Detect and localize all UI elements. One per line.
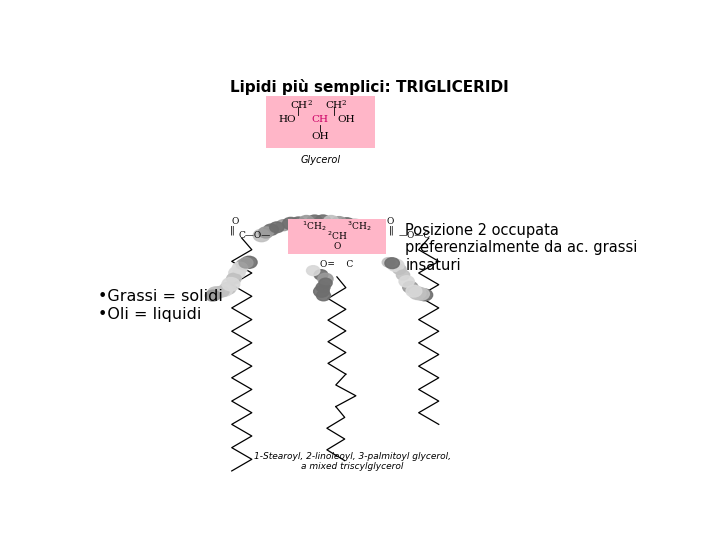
Circle shape (397, 270, 410, 280)
Circle shape (229, 267, 245, 279)
Circle shape (323, 215, 339, 227)
Circle shape (207, 287, 224, 299)
Circle shape (330, 232, 346, 243)
Circle shape (339, 218, 354, 229)
Circle shape (307, 266, 320, 275)
Bar (266, 96, 374, 148)
Text: $^3$CH$_2$: $^3$CH$_2$ (347, 219, 372, 233)
Circle shape (359, 224, 374, 235)
Circle shape (292, 217, 305, 227)
Circle shape (382, 258, 395, 267)
Circle shape (385, 258, 400, 268)
Text: O=    C: O= C (320, 260, 354, 269)
Circle shape (315, 215, 330, 227)
Circle shape (217, 285, 233, 296)
Circle shape (227, 273, 241, 284)
Text: HO: HO (279, 116, 297, 124)
Text: $^1$CH$_2$: $^1$CH$_2$ (302, 219, 327, 233)
Text: O: O (231, 217, 239, 226)
Circle shape (417, 289, 433, 301)
Circle shape (222, 278, 240, 291)
Circle shape (297, 231, 313, 244)
Text: OH: OH (338, 116, 355, 124)
Circle shape (316, 282, 330, 293)
Text: C—O—: C—O— (238, 231, 271, 240)
Circle shape (318, 273, 333, 285)
Text: 2: 2 (342, 99, 346, 107)
Circle shape (270, 222, 284, 233)
Circle shape (264, 224, 279, 235)
Text: CH: CH (312, 116, 328, 124)
Circle shape (205, 290, 220, 301)
Circle shape (236, 259, 250, 269)
Text: O: O (333, 242, 341, 251)
Circle shape (369, 230, 383, 241)
Text: ‖: ‖ (230, 225, 235, 235)
Text: CH: CH (290, 101, 307, 110)
Circle shape (387, 259, 404, 272)
Text: Glycerol: Glycerol (300, 156, 341, 165)
Circle shape (317, 291, 330, 301)
Text: 1-Stearoyl, 2-linoleoyl, 3-palmitoyl glycerol,
a mixed triscylglycerol: 1-Stearoyl, 2-linoleoyl, 3-palmitoyl gly… (253, 452, 451, 471)
Circle shape (299, 215, 314, 227)
Circle shape (253, 230, 270, 242)
Bar (288, 219, 386, 254)
Circle shape (319, 278, 332, 288)
Circle shape (314, 269, 328, 280)
Circle shape (314, 286, 329, 297)
Circle shape (399, 276, 414, 287)
Text: ‖: ‖ (389, 225, 394, 235)
Circle shape (413, 288, 429, 300)
Circle shape (283, 218, 299, 230)
Circle shape (364, 226, 380, 239)
Text: —O—C: —O—C (399, 231, 431, 240)
Circle shape (409, 287, 426, 300)
Circle shape (346, 219, 363, 232)
Circle shape (402, 281, 418, 293)
Circle shape (276, 220, 291, 231)
Circle shape (307, 215, 323, 226)
Text: •Grassi = solidi
•Oli = liquidi: •Grassi = solidi •Oli = liquidi (99, 289, 223, 322)
Circle shape (332, 217, 346, 228)
Circle shape (233, 262, 248, 274)
Circle shape (239, 258, 253, 268)
Circle shape (352, 221, 369, 234)
Circle shape (241, 256, 257, 268)
Text: $^2$CH: $^2$CH (327, 230, 347, 242)
Circle shape (258, 227, 274, 238)
Circle shape (312, 228, 330, 241)
Circle shape (220, 282, 236, 294)
Circle shape (215, 286, 229, 297)
Circle shape (406, 285, 422, 297)
Text: O: O (387, 217, 394, 226)
Text: CH: CH (325, 101, 342, 110)
Circle shape (393, 265, 406, 274)
Text: Posizione 2 occupata
preferenzialmente da ac. grassi
insaturi: Posizione 2 occupata preferenzialmente d… (405, 223, 638, 273)
Circle shape (212, 287, 226, 297)
Text: Lipidi più semplici: TRIGLICERIDI: Lipidi più semplici: TRIGLICERIDI (230, 79, 508, 96)
Text: OH: OH (311, 132, 329, 141)
Text: 2: 2 (307, 99, 312, 107)
